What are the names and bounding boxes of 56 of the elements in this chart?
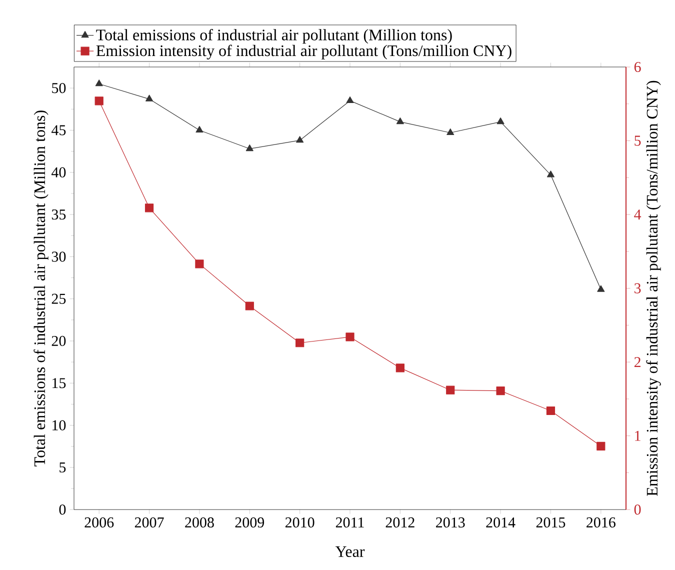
y-tick-label: 20: [52, 336, 66, 346]
x-tick-label: 2014: [486, 517, 516, 528]
y-tick-label: 0: [59, 504, 66, 515]
y-tick-label: 15: [52, 378, 66, 388]
point: [346, 96, 354, 104]
y2-tick-label: 5: [634, 136, 641, 146]
x-tick-label: 2008: [185, 517, 214, 528]
x-tick-label: 2013: [436, 517, 465, 528]
point: [246, 144, 254, 152]
point: [245, 302, 254, 310]
x-tick-label: 2016: [586, 517, 616, 528]
x-tick-label: 2007: [134, 517, 164, 528]
y-axis-title: Total emissions of industrial air pollutant (Million tons): [34, 110, 48, 466]
y-tick-label: 35: [52, 209, 66, 220]
legend-label: Total emissions of industrial air pollutant (Million tons): [96, 28, 452, 44]
point: [195, 260, 204, 268]
y2-tick-label: 4: [634, 210, 642, 220]
point: [546, 406, 556, 416]
point: [396, 364, 404, 372]
x-tick-label: 2009: [235, 517, 264, 528]
y2-tick-label: 3: [634, 283, 641, 294]
point: [95, 80, 103, 86]
y-tick-label: 50: [52, 83, 66, 94]
x-tick-label: 2012: [386, 517, 414, 528]
x-tick-label: 2015: [536, 517, 566, 528]
point: [146, 94, 154, 102]
y-tick-label: 5: [60, 462, 66, 472]
point: [496, 386, 505, 396]
y-tick-label: 40: [52, 167, 66, 178]
point: [196, 126, 204, 133]
x-tick-label: 2006: [84, 517, 114, 528]
x-axis-title: Year: [335, 546, 365, 558]
y2-axis-title: Emission intensity of industrial air pollutant (Tons/million CNY): [646, 80, 661, 496]
legend-label: Emission intensity of industrial air pollutant (Tons/million CNY): [96, 44, 512, 60]
point: [144, 204, 154, 212]
y2-tick-label: 1: [635, 430, 640, 441]
y-tick-label: 30: [52, 252, 66, 262]
point: [446, 128, 454, 136]
x-tick-label: 2011: [336, 517, 364, 528]
point: [596, 442, 606, 450]
point: [546, 170, 554, 178]
point: [446, 386, 455, 394]
y-tick-label: 10: [52, 420, 66, 430]
y2-tick-label: 2: [634, 357, 640, 368]
point: [496, 117, 504, 124]
point: [346, 332, 354, 342]
y2-tick-label: 6: [634, 62, 641, 72]
point: [94, 96, 104, 106]
point: [296, 136, 304, 143]
y-tick-label: 25: [52, 294, 66, 304]
point: [396, 117, 404, 124]
point: [597, 285, 605, 292]
point: [296, 338, 304, 348]
y2-tick-label: 0: [634, 504, 641, 515]
y-tick-label: 45: [52, 125, 66, 136]
x-tick-label: 2010: [285, 517, 314, 528]
